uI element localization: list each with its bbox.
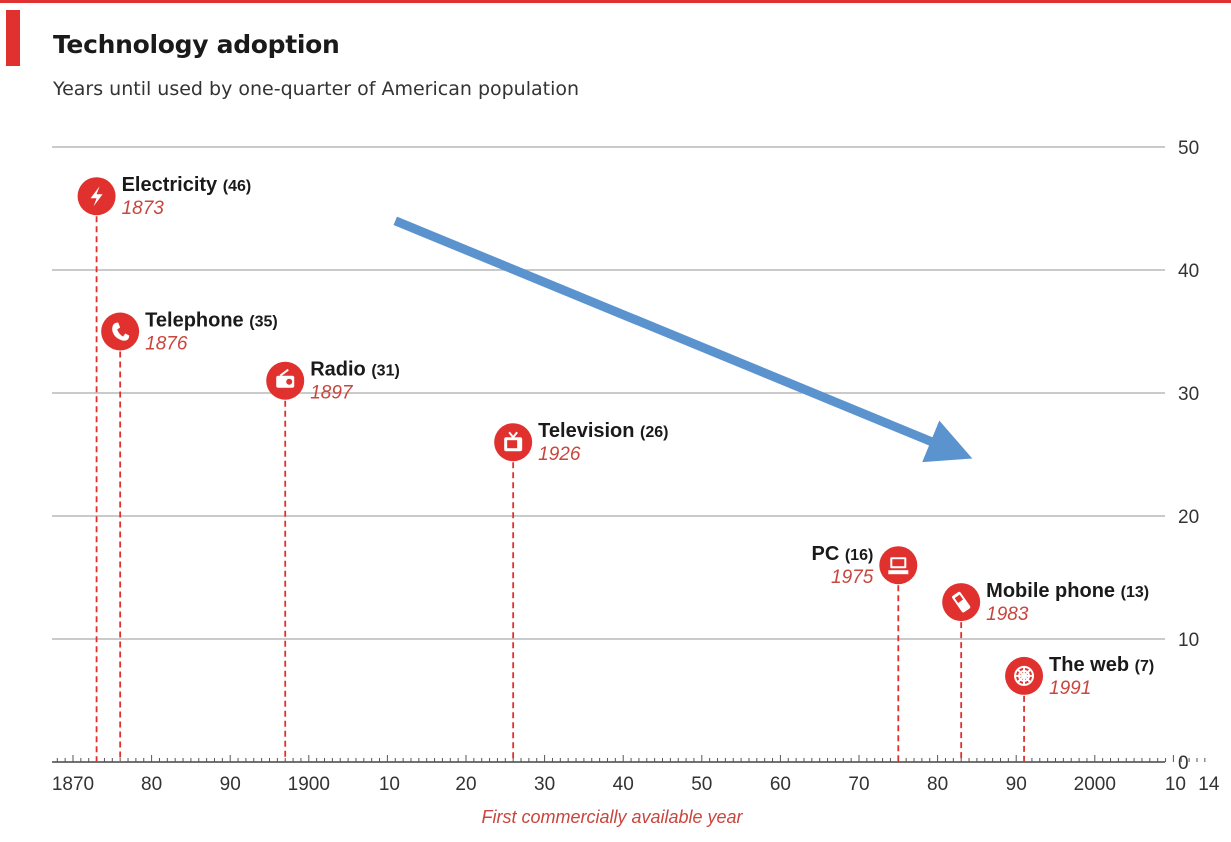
point-year-label: 1897 <box>310 383 354 404</box>
point-label: The web (7) <box>1049 654 1154 676</box>
x-tick-label: 40 <box>613 774 634 795</box>
point-label: Television (26) <box>538 420 668 442</box>
web-icon <box>1014 665 1035 686</box>
point-label: Radio (31) <box>310 359 400 381</box>
x-tick-label: 10 <box>1165 774 1186 795</box>
y-tick-label: 20 <box>1178 507 1199 528</box>
x-tick-label: 1900 <box>288 774 330 795</box>
data-point <box>879 546 918 585</box>
y-tick-label: 10 <box>1178 630 1199 651</box>
data-point <box>101 312 140 351</box>
x-tick-label: 50 <box>691 774 712 795</box>
x-tick-label: 10 <box>379 774 400 795</box>
radio-icon <box>276 368 295 388</box>
top-rule <box>0 0 1231 3</box>
television-icon <box>504 431 523 452</box>
data-point <box>942 583 981 622</box>
x-tick-label: 60 <box>770 774 791 795</box>
point-year-label: 1926 <box>538 444 581 465</box>
point-label: Electricity (46) <box>122 174 252 196</box>
point-year-label: 1983 <box>986 604 1029 625</box>
y-tick-label: 40 <box>1178 261 1199 282</box>
point-year-label: 1876 <box>145 334 188 355</box>
point-label: PC (16) <box>812 543 874 565</box>
x-tick-label: 2000 <box>1074 774 1116 795</box>
computer-icon <box>888 557 909 575</box>
y-tick-label: 0 <box>1178 753 1189 774</box>
data-point <box>1005 656 1044 695</box>
point-label: Mobile phone (13) <box>986 580 1149 602</box>
point-label: Telephone (35) <box>145 310 278 332</box>
data-point <box>266 361 305 400</box>
y-tick-label: 30 <box>1178 384 1199 405</box>
y-tick-label: 50 <box>1178 138 1199 159</box>
data-point <box>494 423 533 462</box>
x-tick-label: 90 <box>220 774 241 795</box>
x-tick-label: 90 <box>1006 774 1027 795</box>
x-tick-label: 80 <box>141 774 162 795</box>
point-year-label: 1975 <box>831 567 874 588</box>
x-axis-label: First commercially available year <box>481 807 743 827</box>
x-tick-label: 20 <box>455 774 476 795</box>
x-tick-label: 80 <box>927 774 948 795</box>
data-point <box>77 177 116 216</box>
telephone-icon <box>112 322 130 341</box>
mobile-phone-icon <box>952 591 971 613</box>
point-year-label: 1873 <box>122 198 165 219</box>
brand-tab <box>6 10 20 66</box>
trend-arrow <box>393 216 973 463</box>
x-tick-label: 1870 <box>52 774 94 795</box>
lightning-icon <box>90 186 103 207</box>
chart-title: Technology adoption <box>53 30 340 59</box>
x-tick-label: 30 <box>534 774 555 795</box>
x-tick-label: 14 <box>1198 774 1220 795</box>
chart-subtitle: Years until used by one-quarter of Ameri… <box>53 78 580 100</box>
point-year-label: 1991 <box>1049 678 1091 699</box>
x-tick-label: 70 <box>848 774 869 795</box>
